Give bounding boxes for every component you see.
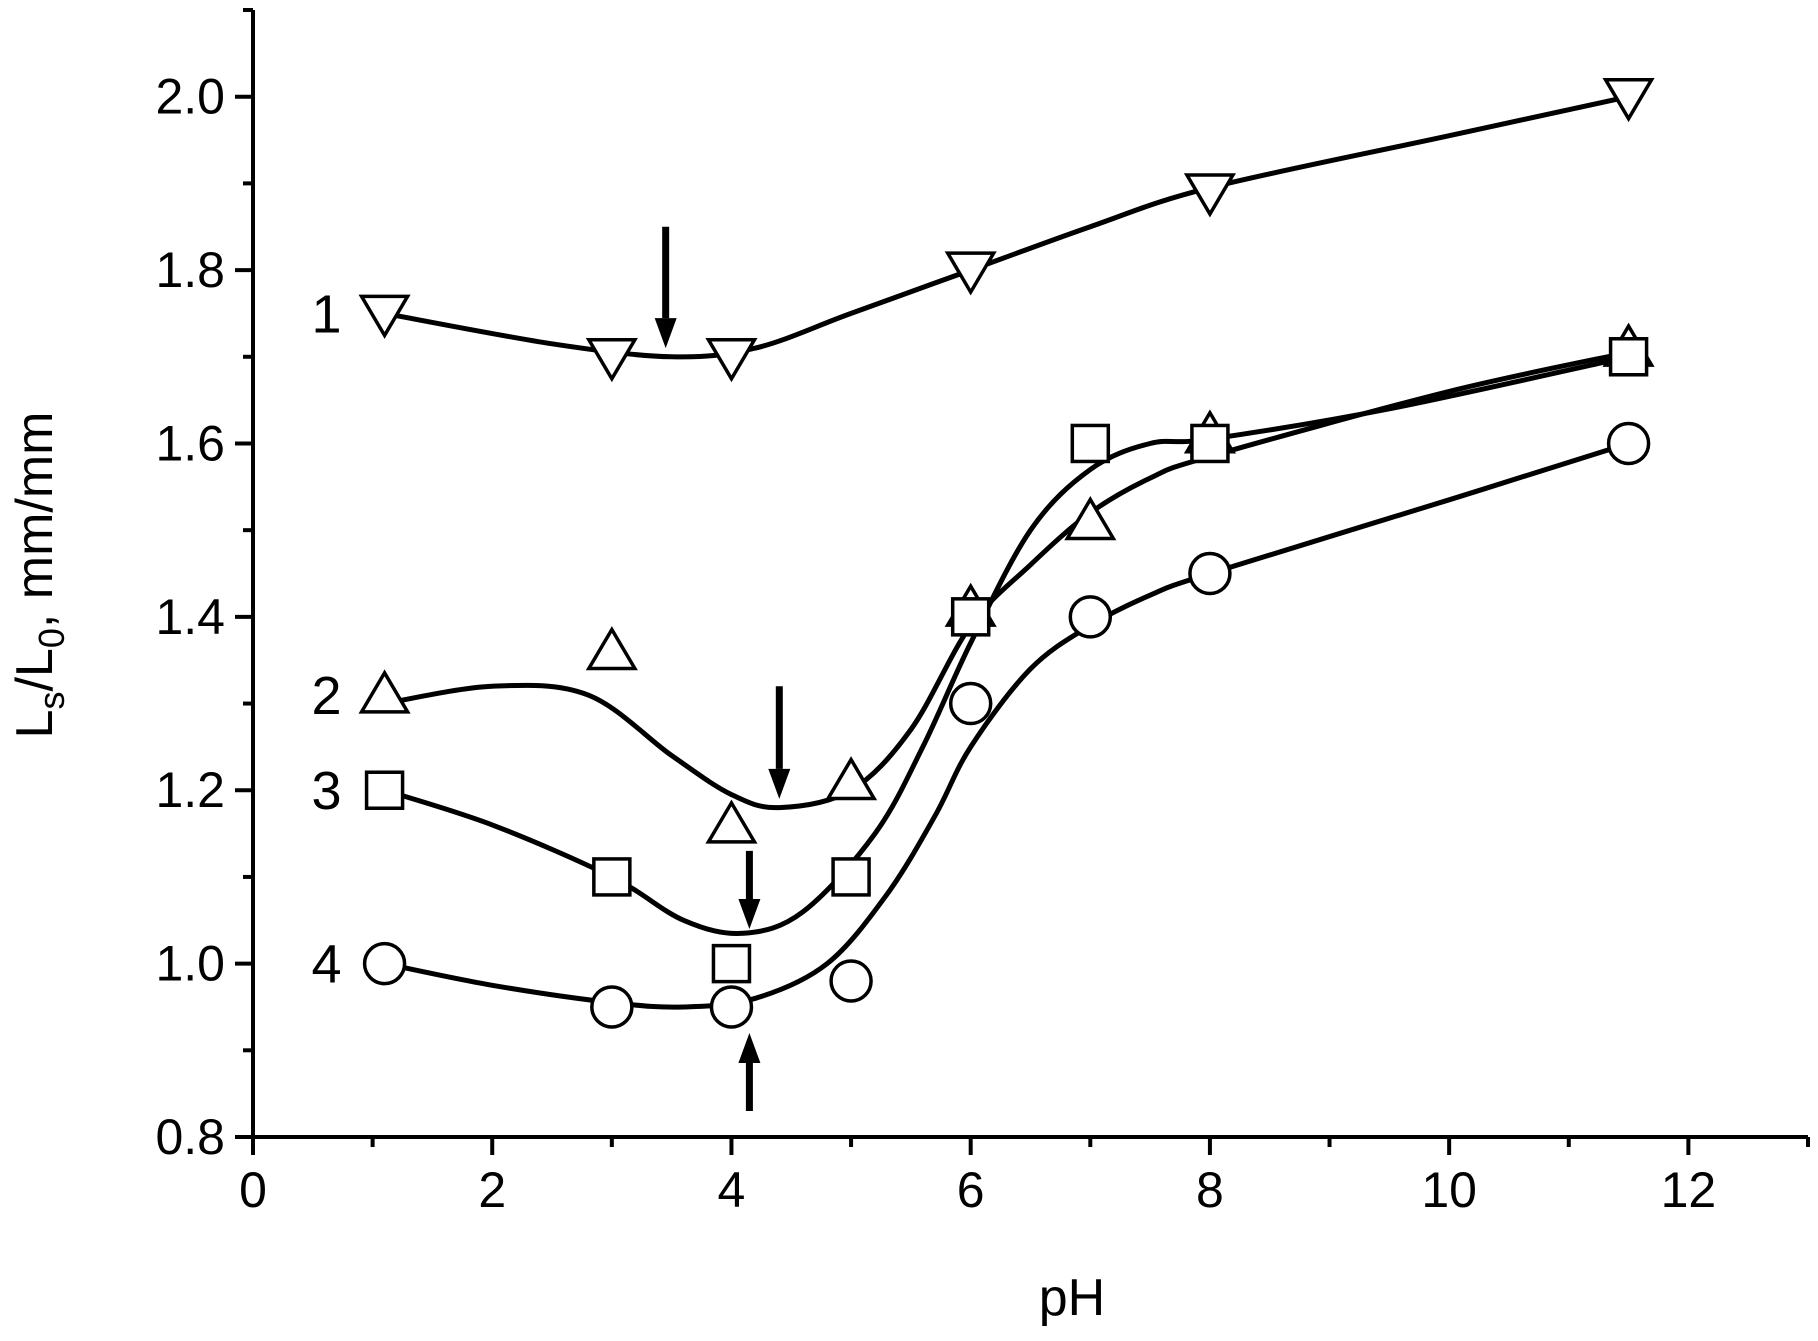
series-3-point (1070, 423, 1111, 464)
y-tick-label: 1.4 (155, 589, 225, 645)
series-4-point (948, 681, 993, 726)
series-4-label: 4 (312, 935, 342, 995)
series-4-point (1188, 551, 1232, 596)
x-tick-label: 10 (1421, 1162, 1477, 1218)
arrow-head (768, 768, 791, 799)
series-2-point (1064, 496, 1117, 541)
x-tick-label: 4 (718, 1162, 746, 1218)
series-3-point (950, 597, 991, 637)
series-3-curve (383, 354, 1630, 937)
arrow-head (738, 898, 761, 929)
arrow-head (654, 318, 677, 349)
x-tick-label: 8 (1196, 1162, 1224, 1218)
y-ticks: 0.8 1.0 1.2 1.4 1.6 1.8 2.0 (155, 8, 253, 1165)
series-2-point (585, 626, 638, 671)
series-4-curve (384, 441, 1630, 1010)
y-axis-title-sub1: s (31, 692, 72, 710)
y-tick-label: 2.0 (155, 69, 225, 125)
series-1-point (944, 251, 997, 296)
series-1-point (358, 294, 411, 339)
x-tick-label: 0 (239, 1162, 267, 1218)
series-4-point (362, 941, 407, 986)
series-4-point (829, 959, 873, 1003)
series-2-point (358, 669, 411, 714)
y-axis-title-sub2: 0 (31, 628, 72, 648)
series-3-point (711, 943, 752, 984)
x-tick-label: 2 (478, 1162, 506, 1218)
series-1-point (585, 338, 638, 383)
series-3-point (831, 857, 871, 897)
series-1-point (1602, 77, 1655, 123)
x-axis-title: pH (1039, 1269, 1105, 1327)
series-1-point (705, 338, 758, 383)
series-4-point (1606, 421, 1651, 466)
series-4-point (709, 985, 754, 1029)
y-tick-label: 0.8 (155, 1109, 225, 1165)
series-2-point (825, 756, 878, 801)
series-3-point (364, 770, 405, 810)
series-1-point (1183, 173, 1236, 218)
series-3-point (592, 857, 632, 897)
series-2-curve (384, 349, 1630, 811)
y-axis-title: Ls/L0, mm/mm (6, 412, 72, 739)
series-3-point (1190, 423, 1230, 464)
y-tick-label: 1.0 (155, 936, 225, 992)
y-axis-title-main: L (6, 710, 64, 739)
series-4-point (590, 985, 634, 1029)
series-markers (358, 77, 1655, 1029)
y-tick-label: 1.8 (155, 242, 225, 298)
y-tick-label: 1.2 (155, 762, 225, 818)
y-axis-title-mid: /L (6, 648, 64, 691)
series-3-point (1608, 337, 1649, 377)
x-ticks: 0 2 4 6 8 10 12 (239, 1137, 1810, 1218)
series-2-label: 2 (312, 666, 342, 726)
series-1-curve (384, 94, 1630, 360)
axes (251, 10, 1808, 1139)
series-4-point (1068, 595, 1113, 639)
y-axis-title-tail: , mm/mm (6, 412, 64, 629)
y-tick-label: 1.6 (155, 415, 225, 471)
annotation-arrows (654, 226, 791, 1111)
series-3-label: 3 (312, 761, 342, 821)
series-labels: 1 2 3 4 (312, 284, 342, 994)
arrow-head (738, 1032, 761, 1063)
x-tick-label: 12 (1661, 1162, 1717, 1218)
x-tick-label: 6 (957, 1162, 985, 1218)
series-1-label: 1 (312, 284, 342, 344)
series-2-point (705, 799, 758, 844)
series-curves (383, 94, 1630, 1010)
